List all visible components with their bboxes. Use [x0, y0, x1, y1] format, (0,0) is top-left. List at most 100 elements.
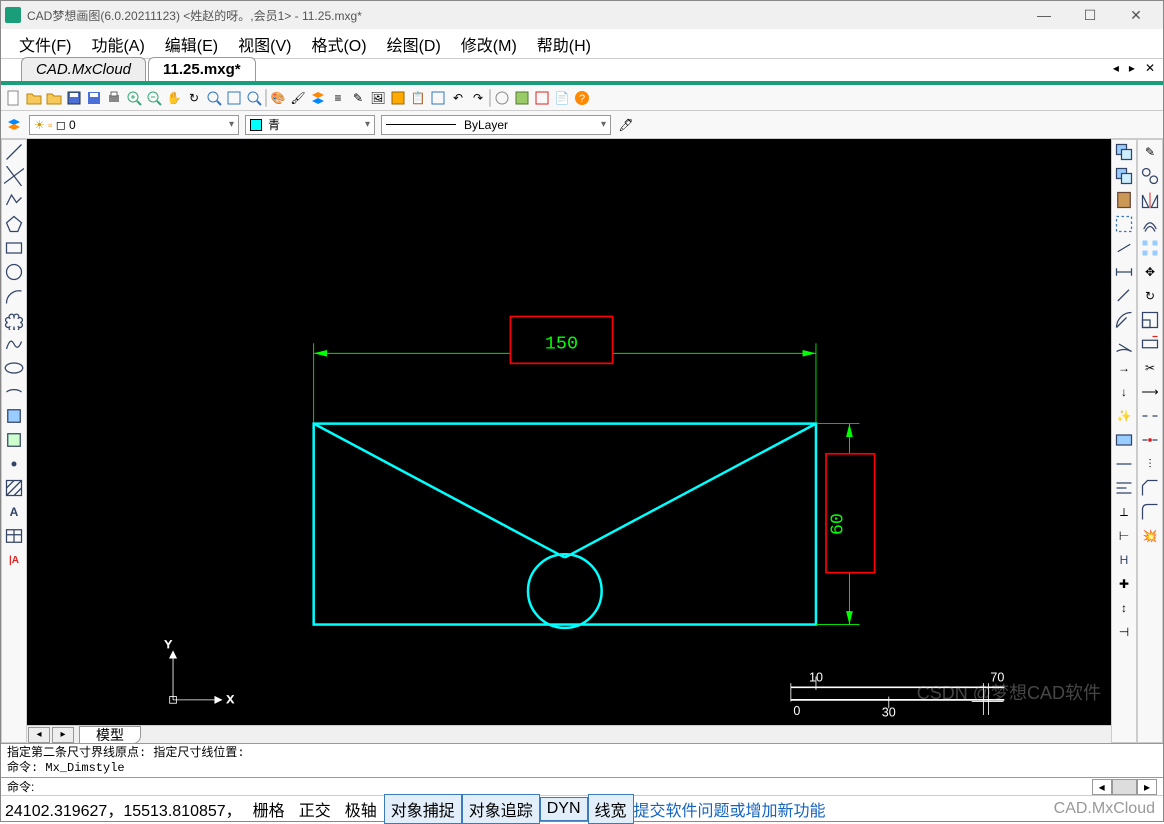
move2-icon[interactable]: ✥: [1140, 262, 1160, 282]
scale-icon[interactable]: [1140, 310, 1160, 330]
dim-radius-icon[interactable]: [1114, 310, 1134, 330]
export-icon[interactable]: [533, 89, 551, 107]
otrack-toggle[interactable]: 对象追踪: [462, 794, 540, 824]
hatch-icon[interactable]: [4, 478, 24, 498]
arc-icon[interactable]: [4, 286, 24, 306]
select-window-icon[interactable]: [1114, 214, 1134, 234]
copy2-icon[interactable]: [1140, 166, 1160, 186]
dyn-toggle[interactable]: DYN: [540, 797, 588, 821]
dim-aligned-icon[interactable]: [1114, 286, 1134, 306]
xline-icon[interactable]: [4, 166, 24, 186]
drawing-canvas[interactable]: 150: [27, 139, 1111, 725]
cmd-scroll-left[interactable]: ◂: [1092, 779, 1112, 795]
cmd-scroll-right[interactable]: ▸: [1137, 779, 1157, 795]
dim-right-arrow-icon[interactable]: →: [1114, 358, 1134, 378]
line-icon[interactable]: [4, 142, 24, 162]
cross-icon[interactable]: ✚: [1114, 574, 1134, 594]
text-icon[interactable]: A: [4, 502, 24, 522]
join-icon[interactable]: ⫶: [1140, 454, 1160, 474]
maximize-button[interactable]: ☐: [1067, 1, 1113, 29]
linetype-select[interactable]: ByLayer ▾: [381, 115, 611, 135]
tab-scroll-right[interactable]: ▸: [1125, 61, 1139, 75]
polar-toggle[interactable]: 极轴: [338, 794, 384, 824]
close-button[interactable]: ✕: [1113, 1, 1159, 29]
pen-icon[interactable]: ✎: [349, 89, 367, 107]
minimize-button[interactable]: —: [1021, 1, 1067, 29]
tab-scroll-left[interactable]: ◂: [1109, 61, 1123, 75]
menu-draw[interactable]: 绘图(D): [379, 28, 449, 60]
orbit-icon[interactable]: ↻: [185, 89, 203, 107]
menu-file[interactable]: 文件(F): [11, 28, 79, 60]
ortho-toggle[interactable]: 正交: [292, 794, 338, 824]
fillet-icon[interactable]: [1140, 502, 1160, 522]
ellipse-arc-icon[interactable]: [4, 382, 24, 402]
open-icon[interactable]: [45, 89, 63, 107]
pdf-icon[interactable]: 📄: [553, 89, 571, 107]
calc-icon[interactable]: 📋: [409, 89, 427, 107]
osnap-toggle[interactable]: 对象捕捉: [384, 794, 462, 824]
dim-edit-icon[interactable]: ↕: [1114, 598, 1134, 618]
pan-icon[interactable]: ✋: [165, 89, 183, 107]
pline-icon[interactable]: [4, 190, 24, 210]
paste-icon[interactable]: [1114, 190, 1134, 210]
tab-close[interactable]: ✕: [1141, 61, 1159, 75]
mtext-icon[interactable]: |A: [4, 550, 24, 570]
dim-angular-icon[interactable]: [1114, 334, 1134, 354]
redo-icon[interactable]: ↷: [469, 89, 487, 107]
props-icon[interactable]: [389, 89, 407, 107]
zoom-window-icon[interactable]: [205, 89, 223, 107]
note-icon[interactable]: [1114, 430, 1134, 450]
insert-icon[interactable]: [4, 406, 24, 426]
tab-next-button[interactable]: ▸: [52, 727, 74, 743]
undo-icon[interactable]: ↶: [449, 89, 467, 107]
print-icon[interactable]: [105, 89, 123, 107]
menu-edit[interactable]: 编辑(E): [157, 28, 226, 60]
erase-icon[interactable]: ✎: [1140, 142, 1160, 162]
move-icon[interactable]: [1114, 238, 1134, 258]
ellipse-icon[interactable]: [4, 358, 24, 378]
text-style-icon[interactable]: [513, 89, 531, 107]
linestyle-icon[interactable]: ≡: [329, 89, 347, 107]
zoom-prev-icon[interactable]: [245, 89, 263, 107]
menu-view[interactable]: 视图(V): [230, 28, 299, 60]
point-icon[interactable]: [4, 454, 24, 474]
stretch-icon[interactable]: [1140, 334, 1160, 354]
dim-style-icon[interactable]: ✨: [1114, 406, 1134, 426]
break2-icon[interactable]: [1140, 430, 1160, 450]
leader-icon[interactable]: [1114, 454, 1134, 474]
spline-icon[interactable]: [4, 334, 24, 354]
rotate-icon[interactable]: ↻: [1140, 286, 1160, 306]
align-icon[interactable]: [1114, 478, 1134, 498]
break-icon[interactable]: [1140, 406, 1160, 426]
menu-help[interactable]: 帮助(H): [529, 28, 599, 60]
text-edit-icon[interactable]: H: [1114, 550, 1134, 570]
zoom-out-icon[interactable]: [145, 89, 163, 107]
layers-icon[interactable]: [309, 89, 327, 107]
explode-icon[interactable]: 💥: [1140, 526, 1160, 546]
polygon-icon[interactable]: [4, 214, 24, 234]
circle-icon[interactable]: [4, 262, 24, 282]
color-icon[interactable]: 🎨: [269, 89, 287, 107]
zoom-ext-icon[interactable]: [225, 89, 243, 107]
copybase-icon[interactable]: [1114, 166, 1134, 186]
brush-icon[interactable]: 🖌: [289, 89, 307, 107]
new-icon[interactable]: [5, 89, 23, 107]
mirror-icon[interactable]: [1140, 190, 1160, 210]
chamfer-icon[interactable]: [1140, 478, 1160, 498]
qdim-icon[interactable]: ⊣: [1114, 622, 1134, 642]
tab-file[interactable]: 11.25.mxg*: [148, 57, 256, 81]
command-input[interactable]: 命令: ◂ ▸: [1, 777, 1163, 795]
color-select[interactable]: 青 ▾: [245, 115, 375, 135]
tab-cloud[interactable]: CAD.MxCloud: [21, 57, 146, 81]
block-icon[interactable]: [4, 430, 24, 450]
dim-icon[interactable]: [493, 89, 511, 107]
help-icon[interactable]: ?: [573, 89, 591, 107]
trim-icon[interactable]: ✂: [1140, 358, 1160, 378]
menu-modify[interactable]: 修改(M): [453, 28, 525, 60]
match-props-icon[interactable]: 🖊: [617, 116, 635, 134]
copy-icon[interactable]: [1114, 142, 1134, 162]
offset-icon[interactable]: [1140, 214, 1160, 234]
model-tab[interactable]: 模型: [79, 726, 141, 744]
tab-prev-button[interactable]: ◂: [28, 727, 50, 743]
menu-format[interactable]: 格式(O): [303, 28, 374, 60]
